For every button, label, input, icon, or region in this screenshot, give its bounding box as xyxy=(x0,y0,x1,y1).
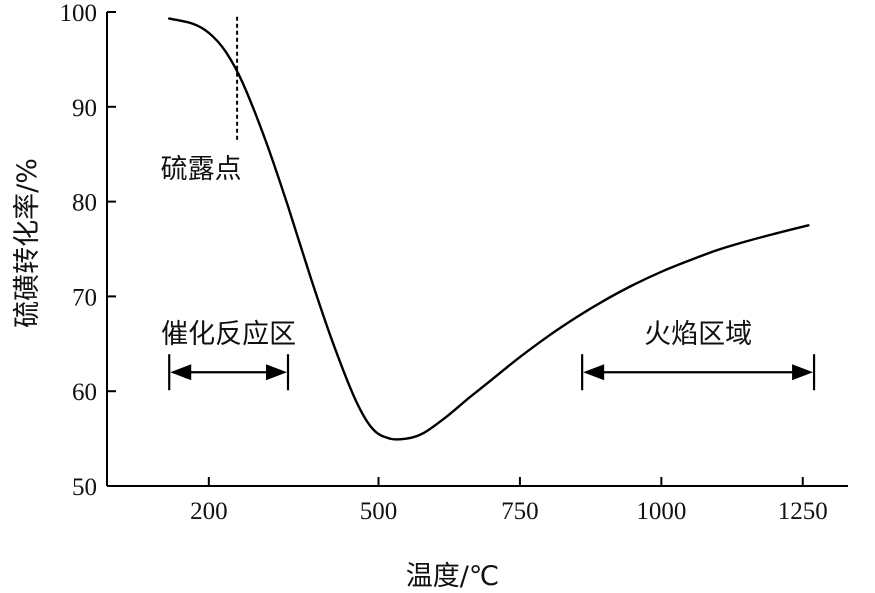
x-tick-label: 1250 xyxy=(778,498,828,525)
x-tick-label: 500 xyxy=(360,498,398,525)
y-ticks: 50 60 70 80 90 100 xyxy=(60,0,116,501)
dew-point-label: 硫露点 xyxy=(161,154,242,185)
x-tick-label: 750 xyxy=(501,498,539,525)
y-tick-label: 50 xyxy=(72,474,97,501)
y-tick-label: 60 xyxy=(72,379,97,406)
x-axis-title: 温度/℃ xyxy=(406,561,499,592)
flame-zone-label: 火焰区域 xyxy=(644,319,752,350)
catalytic-zone-left-arrowhead xyxy=(170,364,192,381)
y-axis-title: 硫磺转化率/% xyxy=(12,158,43,328)
y-tick-label: 90 xyxy=(72,95,97,122)
flame-zone-right-arrowhead xyxy=(792,364,814,381)
y-tick-label: 80 xyxy=(72,190,97,217)
x-tick-label: 200 xyxy=(190,498,228,525)
catalytic-zone-label: 催化反应区 xyxy=(161,319,296,350)
x-ticks: 200 500 750 1000 1250 xyxy=(190,477,828,525)
catalytic-zone-right-arrowhead xyxy=(266,364,288,381)
flame-zone-left-arrowhead xyxy=(583,364,605,381)
y-tick-label: 70 xyxy=(72,284,97,311)
flame-zone: 火焰区域 xyxy=(581,319,816,391)
y-tick-label: 100 xyxy=(60,0,98,27)
axes xyxy=(106,12,848,487)
x-tick-label: 1000 xyxy=(636,498,686,525)
conversion-curve xyxy=(168,17,810,441)
catalytic-zone: 催化反应区 xyxy=(161,319,296,391)
